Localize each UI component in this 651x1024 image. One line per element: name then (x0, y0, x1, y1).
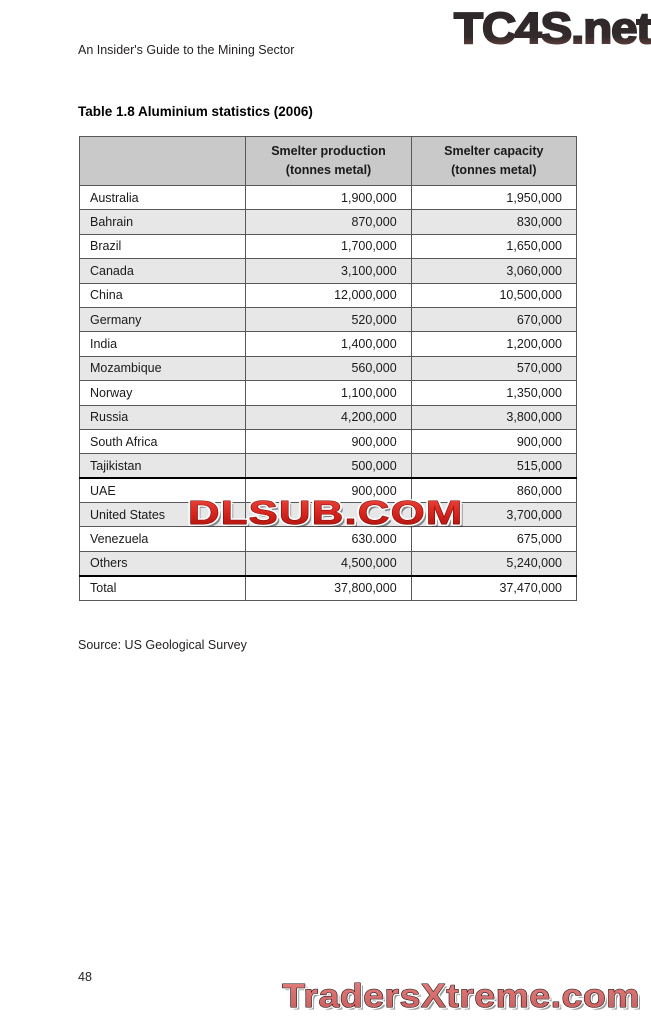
svg-text:TC4S.net: TC4S.net (454, 4, 651, 53)
svg-text:TradersXtreme.com: TradersXtreme.com (282, 978, 640, 1015)
svg-text:DLSUB.COM: DLSUB.COM (188, 495, 464, 532)
